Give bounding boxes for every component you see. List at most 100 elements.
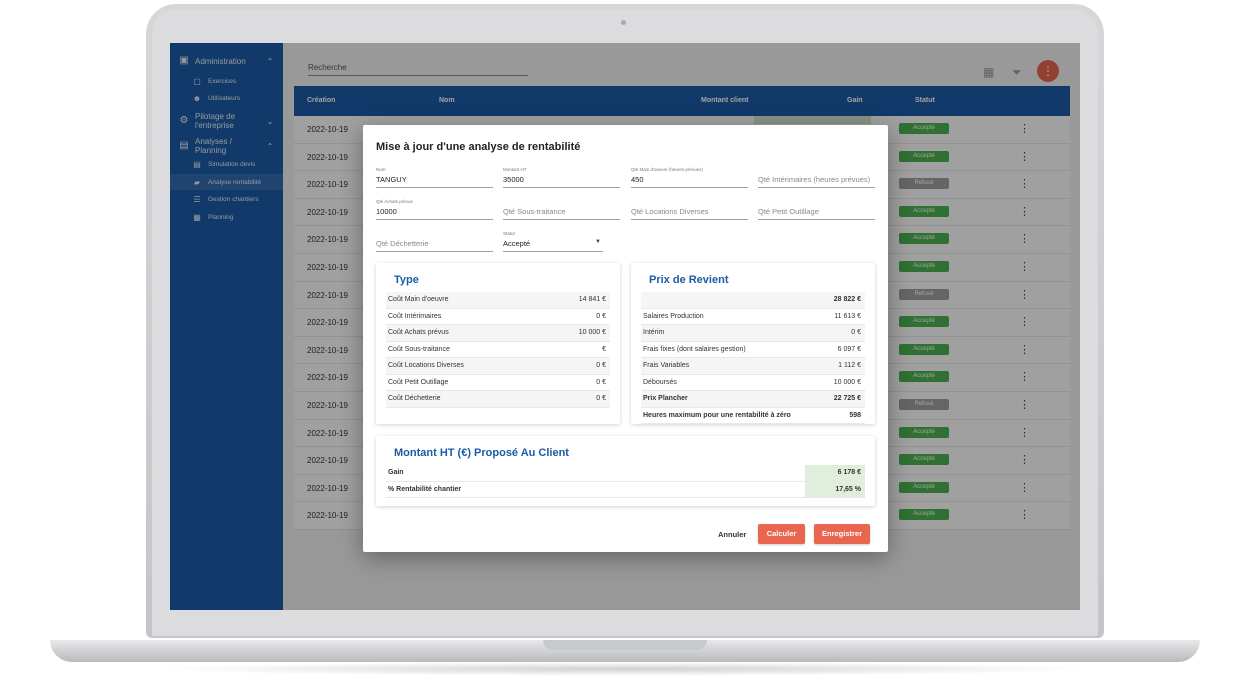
row-date: 2022-10-19 [307,207,348,217]
row-date: 2022-10-19 [307,373,348,383]
value-row: Coût Sous-traitance € [386,342,610,358]
row-value: 22 725 € [833,395,861,402]
row-date: 2022-10-19 [307,290,348,300]
field-value: 35000 [503,175,524,184]
sidebar-group-analyses[interactable]: ▤ Analyses / Planning ⌃ [170,137,283,155]
value-row: Heures maximum pour une rentabilité à zé… [641,408,865,424]
chart-icon: ▤ [179,140,189,151]
statut-select[interactable]: Statut Accepté ▼ [503,231,603,252]
row-menu-icon[interactable]: ⋮ [1019,398,1030,411]
sidebar-item-exercices[interactable]: ▢ Exercices [170,73,283,89]
nom-field[interactable]: Nom TANGUY [376,167,493,188]
briefcase-icon: ▢ [193,76,201,86]
value-row: Coût Intérimaires 0 € [386,309,610,325]
search-input[interactable]: Recherche [308,63,528,76]
column-header-nom[interactable]: Nom [439,97,455,104]
table-header: Création Nom Montant client Gain Statut [294,86,1070,116]
sidebar-item-utilisateurs[interactable]: ☻ Utilisateurs [170,90,283,106]
field-label: Qté Achats prévus [376,199,413,204]
status-badge: Refusé [899,398,949,410]
row-menu-icon[interactable]: ⋮ [1019,316,1030,329]
row-menu-icon[interactable]: ⋮ [1019,178,1030,191]
prix-de-revient-list: 28 822 € Salaires Production 11 613 € Intér… [641,292,865,424]
qte-achats-field[interactable]: Qté Achats prévus 10000 [376,199,493,220]
row-menu-icon[interactable]: ⋮ [1019,509,1030,522]
status-badge: Accepté [899,123,949,134]
chevron-up-icon: ⌃ [266,141,274,151]
row-value: 0 € [596,312,606,320]
row-menu-icon[interactable]: ⋮ [1019,150,1030,163]
qte-main-oeuvre-field[interactable]: Qté Main d'oeuvre (heures prévues) 450 [631,167,748,188]
grid-view-icon[interactable]: ▦ [983,65,995,79]
row-menu-icon[interactable]: ⋮ [1019,233,1030,246]
more-options-button[interactable]: ⋮ [1037,60,1059,82]
row-menu-icon[interactable]: ⋮ [1019,481,1030,494]
row-menu-icon[interactable]: ⋮ [1019,454,1030,467]
sidebar-item-label: Utilisateurs [208,94,241,102]
field-value: TANGUY [376,175,407,184]
gain-highlight [754,116,871,124]
filter-icon[interactable]: ⏷ [1012,65,1022,79]
qte-dechetterie-field[interactable]: Qté Déchetterie [376,231,493,252]
field-label: Montant HT [503,167,527,172]
row-menu-icon[interactable]: ⋮ [1019,371,1030,384]
column-header-creation[interactable]: Création [307,97,336,104]
qte-locations-field[interactable]: Qté Locations Diverses [631,199,748,220]
row-menu-icon[interactable]: ⋮ [1019,260,1030,273]
row-label: % Rentabilité chantier [388,485,462,493]
sidebar-item-simulation-devis[interactable]: ▤ Simulation devis [170,156,283,172]
row-menu-icon[interactable]: ⋮ [1019,205,1030,218]
value-row: Déboursés 10 000 € [641,375,865,391]
qte-interimaires-field[interactable]: Qté Intérimaires (heures prévues) [758,167,875,188]
row-value: 1 112 € [838,362,861,369]
field-label: Statut [503,231,515,236]
cancel-button[interactable]: Annuler [718,530,747,539]
row-menu-icon[interactable]: ⋮ [1019,343,1030,356]
row-label: Coût Achats prévus [388,329,449,336]
row-date: 2022-10-19 [307,456,348,466]
laptop-base-notch [543,640,707,650]
row-value: 0 € [851,329,861,336]
row-value: 17,65 % [835,485,861,493]
montant-ht-field[interactable]: Montant HT 35000 [503,167,620,188]
status-badge: Refusé [899,178,949,190]
list-icon: ☰ [193,194,201,204]
sidebar-group-pilotage[interactable]: ⚙ Pilotage de l'entreprise ⌄ [170,112,283,130]
row-menu-icon[interactable]: ⋮ [1019,426,1030,439]
row-date: 2022-10-19 [307,125,348,134]
card-title: Type [394,274,419,286]
sidebar-item-planning[interactable]: ▦ Planning [170,209,283,225]
row-menu-icon[interactable]: ⋮ [1019,288,1030,301]
value-row: Prix Plancher 22 725 € [641,391,865,408]
save-button[interactable]: Enregistrer [814,524,870,544]
qte-sous-traitance-field[interactable]: Qté Sous-traitance [503,199,620,220]
field-placeholder: Qté Intérimaires (heures prévues) [758,175,871,184]
row-value: 598 [849,411,861,419]
row-value: 10 000 € [833,378,861,386]
row-label: Frais fixes (dont salaires gestion) [643,345,746,353]
value-highlight [805,481,865,497]
dropdown-arrow-icon: ▼ [595,239,601,245]
value-row: % Rentabilité chantier 17,65 % [386,481,865,498]
dialog-title: Mise à jour d'une analyse de rentabilité [376,141,581,153]
update-analysis-dialog: Mise à jour d'une analyse de rentabilité… [363,125,888,552]
calculate-button[interactable]: Calculer [758,524,805,544]
column-header-statut[interactable]: Statut [915,97,935,104]
sidebar-group-administration[interactable]: ▣ Administration ⌃ [170,56,283,66]
row-menu-icon[interactable]: ⋮ [1019,123,1030,135]
row-label: Coût Main d'oeuvre [388,296,449,303]
row-value: € [602,345,606,353]
row-date: 2022-10-19 [307,262,348,272]
column-header-gain[interactable]: Gain [847,97,863,104]
qte-outillage-field[interactable]: Qté Petit Outillage [758,199,875,220]
sidebar-item-analyse-rentabilite[interactable]: ▰ Analyse rentabilité [170,174,283,190]
laptop-shadow [150,662,1100,676]
column-header-montant-client[interactable]: Montant client [701,97,749,104]
status-badge: Accepté [899,426,949,438]
field-label: Nom [376,167,386,172]
app-screen: ▣ Administration ⌃ ▢ Exercices ☻ Utilisa… [170,43,1080,610]
sidebar-item-gestion-chantiers[interactable]: ☰ Gestion chantiers [170,191,283,207]
row-label: Coût Petit Outillage [388,378,449,386]
row-date: 2022-10-19 [307,483,348,493]
status-badge: Accepté [899,150,949,162]
